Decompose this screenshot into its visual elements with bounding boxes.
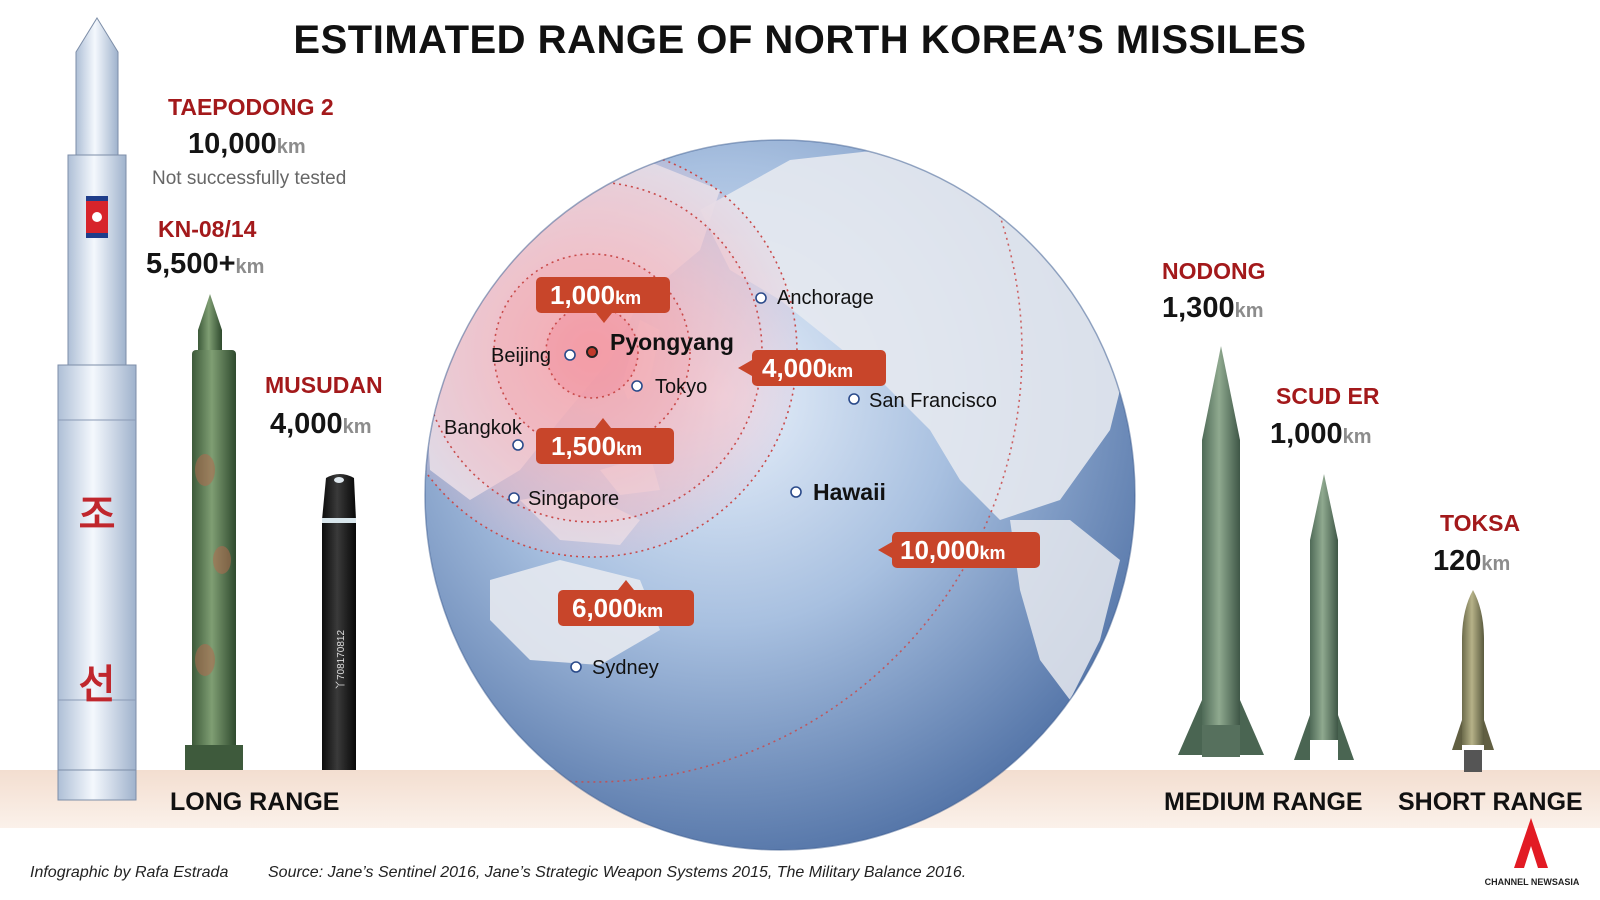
category-medium-range: MEDIUM RANGE bbox=[1164, 788, 1363, 816]
taepodong2-rocket: 조 선 bbox=[57, 17, 137, 801]
ring-label-1500: 1,500km bbox=[551, 431, 642, 461]
taepodong2-note: Not successfully tested bbox=[152, 168, 347, 189]
ring-label-4000-box bbox=[752, 350, 886, 386]
ring-label-10000-box bbox=[892, 532, 1040, 568]
toksa-name: TOKSA bbox=[1440, 510, 1521, 536]
kn0814-rocket bbox=[185, 294, 243, 770]
musudan-serial: 丫708170812 bbox=[335, 630, 347, 690]
city-labels: Pyongyang Beijing Tokyo Bangkok Singapor… bbox=[444, 287, 997, 679]
rocket-korean-bottom: 선 bbox=[79, 663, 116, 707]
city-tokyo: Tokyo bbox=[655, 376, 707, 398]
range-callouts: 1,000km 1,500km 4,000km 6,000km 10,000km bbox=[536, 277, 1040, 626]
ring-label-4000: 4,000km bbox=[762, 353, 853, 383]
scud-er-rocket bbox=[1294, 474, 1354, 760]
ring-label-1500-box bbox=[536, 428, 674, 464]
channel-newsasia-logo: CHANNEL NEWSASIA bbox=[1485, 818, 1580, 887]
scud-er-range: 1,000km bbox=[1270, 418, 1372, 450]
toksa-range: 120km bbox=[1433, 545, 1511, 577]
nodong-range: 1,300km bbox=[1162, 292, 1264, 324]
page-title: ESTIMATED RANGE OF NORTH KOREA’S MISSILE… bbox=[293, 18, 1307, 62]
city-anchorage: Anchorage bbox=[777, 287, 874, 309]
logo-text: CHANNEL NEWSASIA bbox=[1485, 877, 1580, 887]
city-beijing: Beijing bbox=[491, 345, 551, 367]
hawaii-marker bbox=[790, 486, 802, 498]
tokyo-marker bbox=[631, 380, 643, 392]
city-san-francisco: San Francisco bbox=[869, 390, 997, 412]
bangkok-marker bbox=[512, 439, 524, 451]
source: Source: Jane’s Sentinel 2016, Jane’s Str… bbox=[268, 864, 967, 881]
musudan-rocket: 丫708170812 bbox=[322, 474, 356, 770]
rocket-korean-top: 조 bbox=[79, 493, 116, 537]
city-sydney: Sydney bbox=[592, 657, 659, 679]
city-singapore: Singapore bbox=[528, 488, 619, 510]
category-long-range: LONG RANGE bbox=[170, 788, 340, 816]
nodong-rocket bbox=[1178, 346, 1264, 757]
sydney-marker bbox=[570, 661, 582, 673]
toksa-rocket bbox=[1452, 590, 1494, 772]
musudan-range: 4,000km bbox=[270, 408, 372, 440]
pyongyang-marker bbox=[586, 346, 598, 358]
ring-label-6000: 6,000km bbox=[572, 593, 663, 623]
taepodong2-name: TAEPODONG 2 bbox=[168, 94, 334, 120]
musudan-name: MUSUDAN bbox=[265, 372, 383, 398]
ring-label-1000-box bbox=[536, 277, 670, 313]
san-francisco-marker bbox=[848, 393, 860, 405]
anchorage-marker bbox=[755, 292, 767, 304]
beijing-marker bbox=[564, 349, 576, 361]
city-pyongyang: Pyongyang bbox=[610, 329, 734, 355]
ring-label-10000: 10,000km bbox=[900, 535, 1006, 565]
scud-er-name: SCUD ER bbox=[1276, 383, 1380, 409]
ring-label-1000: 1,000km bbox=[550, 280, 641, 310]
kn0814-range: 5,500+km bbox=[146, 248, 265, 280]
taepodong2-range: 10,000km bbox=[188, 128, 306, 160]
credit: Infographic by Rafa Estrada bbox=[30, 864, 229, 881]
kn0814-name: KN-08/14 bbox=[158, 216, 257, 242]
logo-mark-icon bbox=[1514, 818, 1548, 868]
city-hawaii: Hawaii bbox=[813, 479, 886, 505]
category-short-range: SHORT RANGE bbox=[1398, 788, 1583, 816]
nodong-name: NODONG bbox=[1162, 258, 1266, 284]
singapore-marker bbox=[508, 492, 520, 504]
ring-label-6000-box bbox=[558, 590, 694, 626]
city-markers bbox=[508, 292, 860, 673]
city-bangkok: Bangkok bbox=[444, 417, 523, 439]
